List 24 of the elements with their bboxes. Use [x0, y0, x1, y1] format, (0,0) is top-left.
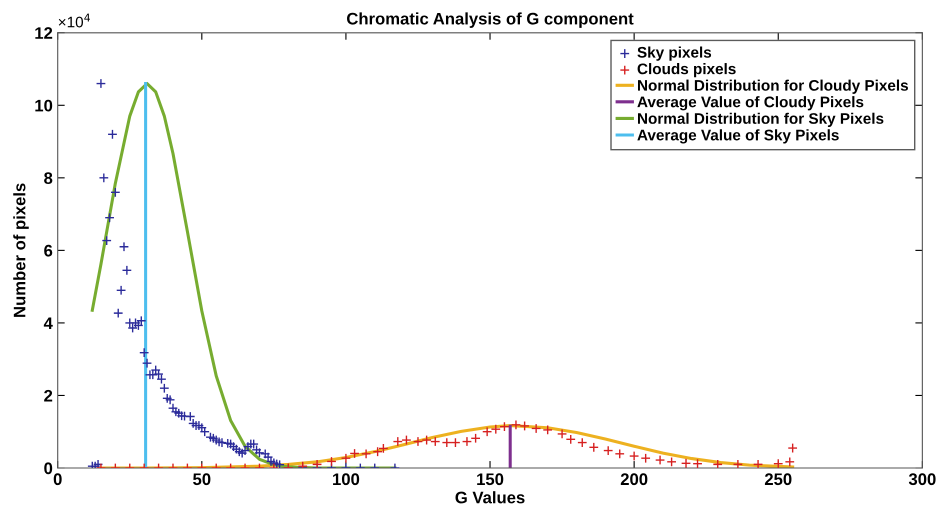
y-tick-label: 6 — [44, 244, 52, 257]
x-axis-title: G Values — [456, 491, 525, 504]
chart-title: Chromatic Analysis of G component — [347, 12, 634, 28]
legend-label: Clouds pixels — [638, 63, 736, 78]
x-tick-label: 150 — [477, 473, 504, 486]
x-tick-label: 50 — [193, 473, 210, 486]
y-axis-title: Number of pixels — [13, 183, 29, 317]
x-tick-label: 100 — [333, 473, 360, 486]
legend-label: Sky pixels — [637, 46, 712, 61]
legend-label: Average Value of Sky Pixels — [637, 129, 839, 144]
legend-label: Average Value of Cloudy Pixels — [637, 96, 864, 110]
text: ×10$^{4}$ — [58, 14, 90, 28]
x-tick-label: 200 — [620, 473, 648, 486]
y-tick-label: 2 — [44, 390, 52, 402]
y-tick-label: 8 — [44, 172, 52, 184]
x-tick-label: 300 — [908, 473, 936, 486]
x-tick-label: 250 — [764, 473, 792, 486]
y-tick-label: 4 — [44, 317, 53, 329]
y-tick-label: 0 — [44, 462, 52, 474]
legend-label: Normal Distribution for Sky Pixels — [638, 112, 884, 127]
y-tick-label: 12 — [35, 27, 52, 39]
legend-label: Normal Distribution for Cloudy Pixels — [638, 80, 908, 94]
x-tick-label: 0 — [54, 473, 62, 486]
y-tick-label: 10 — [35, 100, 52, 112]
